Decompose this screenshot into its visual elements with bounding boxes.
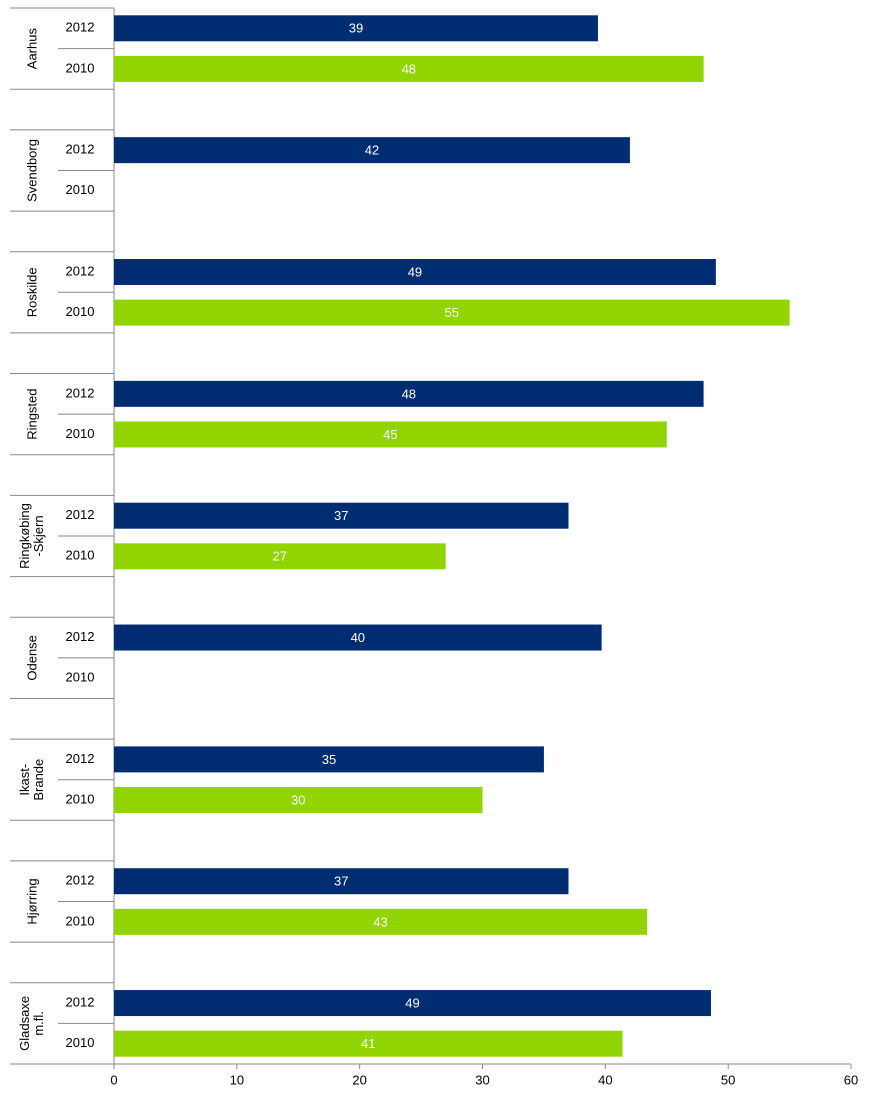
bar xyxy=(114,1030,623,1057)
value-label: 49 xyxy=(408,264,422,279)
value-label: 41 xyxy=(361,1036,375,1051)
bar xyxy=(114,55,704,82)
value-label: 48 xyxy=(402,386,416,401)
value-label: 35 xyxy=(322,752,336,767)
value-label: 37 xyxy=(334,508,348,523)
category-label: Aarhus xyxy=(24,28,39,70)
bar xyxy=(114,908,648,935)
category-label: Ringsted xyxy=(24,388,39,439)
category-label: Gladsaxem.fl. xyxy=(17,996,46,1051)
bar xyxy=(114,380,704,407)
bar xyxy=(114,543,446,570)
value-label: 49 xyxy=(405,996,419,1011)
value-label: 55 xyxy=(445,305,459,320)
x-tick-label: 10 xyxy=(230,1072,244,1087)
series-label: 2010 xyxy=(66,913,95,928)
series-label: 2012 xyxy=(66,873,95,888)
series-label: 2010 xyxy=(66,548,95,563)
bar xyxy=(114,259,716,285)
x-tick-label: 0 xyxy=(110,1072,117,1087)
series-label: 2012 xyxy=(66,385,95,400)
series-label: 2012 xyxy=(66,20,95,35)
category-label-line: Ikast- xyxy=(17,764,32,796)
bar xyxy=(114,624,602,651)
value-label: 37 xyxy=(334,874,348,889)
category-label: Ringkøbing-Skjern xyxy=(17,503,46,569)
category-label: Svendborg xyxy=(24,139,39,202)
series-label: 2012 xyxy=(66,263,95,278)
category-label: Ikast-Brande xyxy=(17,759,46,801)
category-label: Hjørring xyxy=(24,878,39,924)
value-label: 45 xyxy=(383,427,397,442)
category-label: Roskilde xyxy=(24,267,39,317)
series-label: 2010 xyxy=(66,182,95,197)
value-label: 48 xyxy=(402,61,416,76)
category-label-line: Ringkøbing xyxy=(17,503,32,569)
bar xyxy=(114,746,544,773)
bar xyxy=(114,421,667,448)
value-label: 40 xyxy=(351,630,365,645)
value-label: 39 xyxy=(349,21,363,36)
value-label: 27 xyxy=(273,549,287,564)
category-label-line: Brande xyxy=(31,759,46,801)
x-tick-label: 50 xyxy=(721,1072,735,1087)
series-label: 2012 xyxy=(66,751,95,766)
x-tick-label: 60 xyxy=(844,1072,858,1087)
category-label-line: m.fl. xyxy=(31,1011,46,1036)
series-label: 2010 xyxy=(66,426,95,441)
bar xyxy=(114,299,790,326)
bar xyxy=(114,137,630,164)
x-tick-label: 30 xyxy=(475,1072,489,1087)
category-label: Odense xyxy=(24,635,39,681)
bar xyxy=(114,787,483,813)
bar xyxy=(114,868,569,895)
series-label: 2010 xyxy=(66,60,95,75)
category-label-line: -Skjern xyxy=(31,515,46,556)
series-label: 2012 xyxy=(66,142,95,157)
series-label: 2012 xyxy=(66,507,95,522)
series-label: 2010 xyxy=(66,304,95,319)
category-label-line: Gladsaxe xyxy=(17,996,32,1051)
bar xyxy=(114,15,598,42)
series-label: 2012 xyxy=(66,629,95,644)
value-label: 30 xyxy=(291,792,305,807)
x-tick-label: 40 xyxy=(598,1072,612,1087)
value-label: 42 xyxy=(365,143,379,158)
bar xyxy=(114,990,711,1017)
series-label: 2012 xyxy=(66,995,95,1010)
bar xyxy=(114,502,569,529)
series-label: 2010 xyxy=(66,791,95,806)
series-label: 2010 xyxy=(66,670,95,685)
series-label: 2010 xyxy=(66,1035,95,1050)
x-tick-label: 20 xyxy=(352,1072,366,1087)
value-label: 43 xyxy=(373,914,387,929)
